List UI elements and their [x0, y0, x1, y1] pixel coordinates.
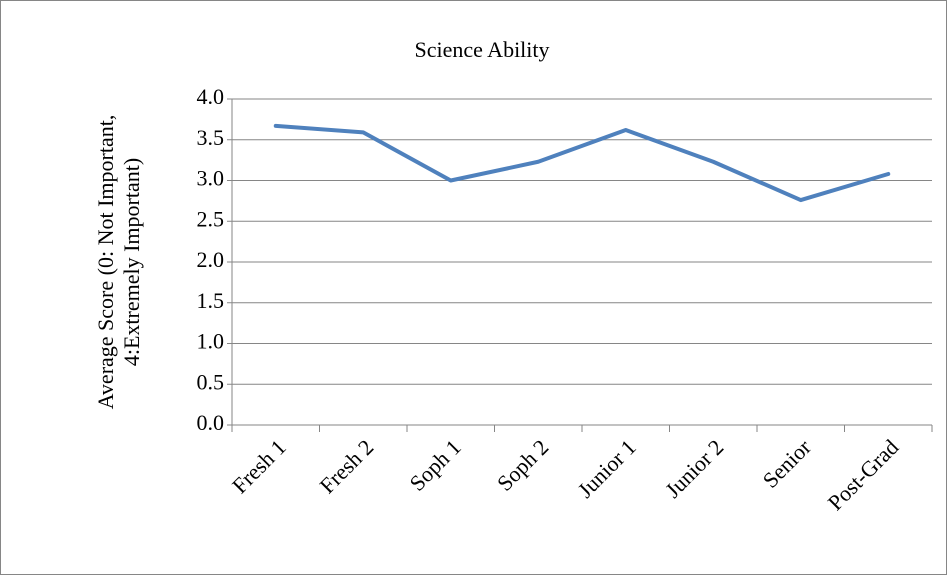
- y-tick-label: 3.0: [197, 166, 225, 191]
- y-tick-label: 2.0: [197, 247, 225, 272]
- y-tick-label: 0.0: [197, 410, 225, 435]
- y-tick-label: 1.0: [197, 329, 225, 354]
- y-tick-label: 0.5: [197, 369, 225, 394]
- y-axis-title: Average Score (0: Not Important,: [93, 115, 118, 410]
- series-line: [273, 123, 891, 203]
- y-tick-label: 3.5: [197, 125, 225, 150]
- chart-title: Science Ability: [414, 37, 549, 62]
- y-tick-label: 4.0: [197, 84, 225, 109]
- y-tick-label: 1.5: [197, 288, 225, 313]
- y-axis-title: 4:Extremely Important): [119, 158, 144, 366]
- y-tick-label: 2.5: [197, 206, 225, 231]
